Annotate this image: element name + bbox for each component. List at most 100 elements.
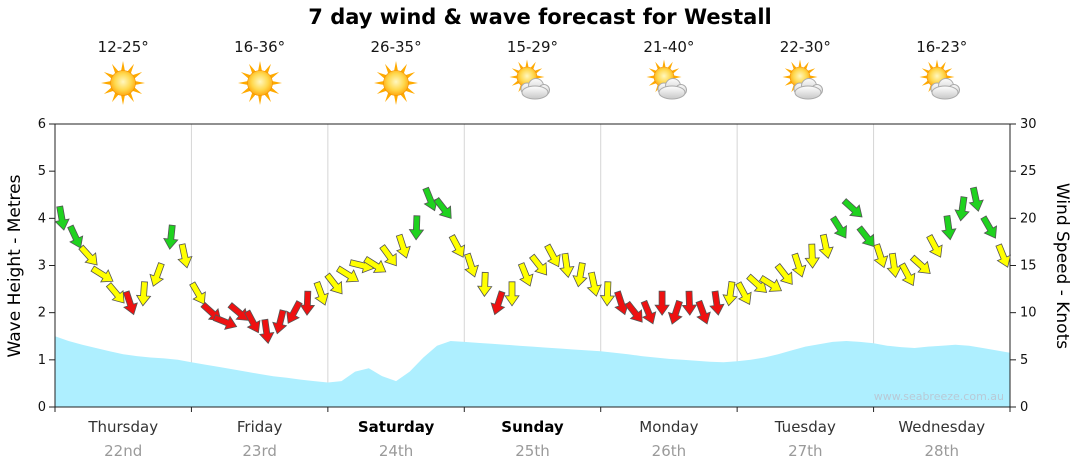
wind-arrow [624,300,643,323]
page-title: 7 day wind & wave forecast for Westall [308,5,772,29]
day-label-friday: Friday 23rd [191,418,327,460]
day-label-saturday: Saturday 24th [328,418,464,460]
wind-arrow [681,290,698,316]
wind-arrow [476,271,493,298]
left-tick-label: 0 [38,400,46,415]
day-date: 23rd [242,442,277,460]
partly-cloudy-icon [918,59,966,107]
wind-arrow [54,205,70,231]
temp-range: 16-23° [916,38,968,56]
wind-arrow [189,281,206,305]
watermark: www.seabreeze.com.au [874,390,1004,403]
temp-range: 22-30° [779,38,831,56]
wind-arrow [408,215,425,241]
day-name: Saturday [357,418,435,436]
wind-arrow [667,299,683,325]
wind-arrow [586,271,602,297]
wind-arrow [78,244,98,266]
day-name: Thursday [88,418,159,436]
wind-arrow [599,281,616,307]
day-date: 24th [378,442,414,460]
wind-arrow [363,256,387,273]
day-label-tuesday: Tuesday 27th [737,418,873,460]
wind-arrow [572,262,588,288]
wind-arrow [517,262,534,287]
wind-arrow [259,318,275,345]
wind-arrow [313,280,329,306]
right-tick-label: 5 [1020,353,1028,368]
wind-arrow [324,272,343,295]
wind-arrow [67,224,84,249]
wind-arrow [841,198,863,218]
day-date: 22nd [104,442,143,460]
wind-arrow [926,234,943,258]
day-header-tuesday: 22-30° [737,38,873,120]
sunny-icon [236,59,284,107]
day-label-sunday: Sunday 25th [464,418,600,460]
right-tick-label: 15 [1020,259,1037,274]
wind-arrow [177,243,193,269]
day-header-sunday: 15-29° [464,38,600,120]
wind-arrow [464,252,479,278]
wind-arrow [504,281,520,307]
wind-arrow [709,290,725,316]
day-name: Sunday [501,418,564,436]
left-tick-label: 1 [38,353,46,368]
left-tick-label: 6 [38,117,46,132]
left-tick-label: 3 [38,259,46,274]
wind-arrow [995,243,1012,268]
day-header-thursday: 12-25° [55,38,191,120]
wind-arrow [774,263,793,285]
temp-range: 26-35° [370,38,422,56]
day-header-saturday: 26-35° [328,38,464,120]
wind-arrow [856,225,875,248]
wind-arrow [90,265,114,283]
wind-arrow [212,314,238,330]
wind-arrow [735,281,752,306]
day-header-friday: 16-36° [191,38,327,120]
wind-arrow [286,300,303,324]
day-name: Monday [639,418,699,436]
partly-cloudy-icon [645,59,693,107]
left-tick-label: 5 [38,164,46,179]
right-tick-label: 20 [1020,211,1037,226]
wind-arrow [272,309,288,335]
wind-arrow [105,282,125,304]
wind-arrow [654,290,670,316]
wind-arrow [433,197,452,219]
wind-arrow [122,290,138,316]
wave-area [55,336,1010,407]
day-date: 25th [515,442,550,460]
wind-arrow [695,299,711,325]
wind-arrow [873,243,889,269]
wave-axis-label: Wave Height - Metres [5,174,25,358]
wind-arrow [722,281,738,307]
wind-arrow [804,243,821,269]
right-tick-label: 25 [1020,164,1037,179]
day-header-wednesday: 16-23° [874,38,1010,120]
day-date: 28th [924,442,959,460]
partly-cloudy-icon [781,59,829,107]
temp-range: 12-25° [97,38,149,56]
wind-arrow [490,290,506,316]
temp-range: 16-36° [234,38,286,56]
day-label-wednesday: Wednesday 28th [874,418,1010,460]
sunny-icon [372,59,420,107]
wind-arrow [379,244,397,267]
day-label-monday: Monday 26th [601,418,737,460]
wind-arrow [335,265,360,283]
wind-arrow [941,215,957,241]
right-tick-label: 30 [1020,117,1037,132]
wind-arrow [227,302,249,321]
wind-arrow [395,233,411,259]
temp-range: 21-40° [643,38,695,56]
wind-axis-label: Wind Speed - Knots [1052,182,1072,350]
day-date: 26th [651,442,687,460]
right-tick-label: 0 [1020,400,1028,415]
wind-arrow [968,186,984,212]
wind-arrow [791,252,807,278]
day-name: Tuesday [774,418,836,436]
day-name: Wednesday [898,418,986,436]
